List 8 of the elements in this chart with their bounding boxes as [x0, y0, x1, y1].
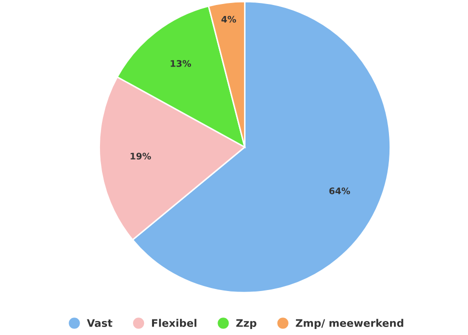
- legend-label: Zmp/ meewerkend: [296, 318, 404, 329]
- legend-label: Zzp: [236, 319, 256, 329]
- legend-label: Flexibel: [152, 318, 196, 327]
- legend-label: Vast: [86, 319, 112, 327]
- data-label: 19%: [130, 152, 151, 160]
- data-label: 64%: [329, 187, 350, 194]
- data-label: 13%: [170, 60, 192, 67]
- data-label: 4%: [221, 16, 236, 23]
